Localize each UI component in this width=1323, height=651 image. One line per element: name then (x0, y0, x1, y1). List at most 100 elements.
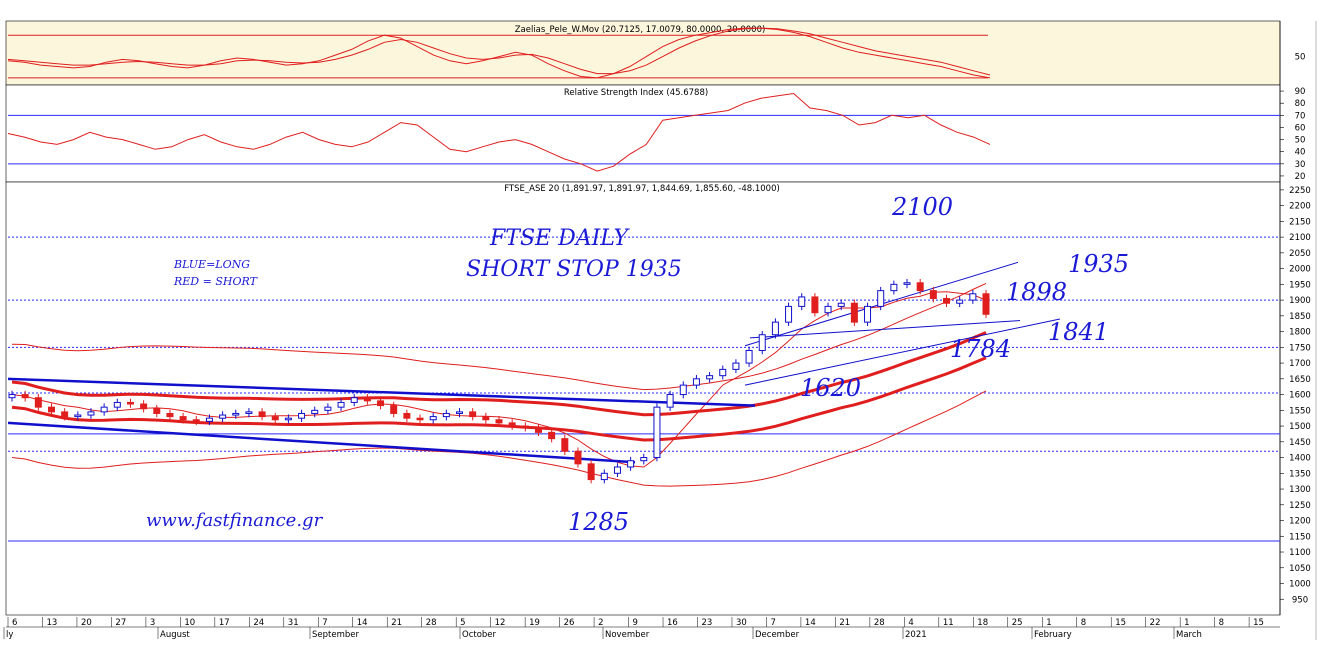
candle-body (245, 411, 253, 414)
osc-series-0 (7, 27, 991, 79)
x-day-label: 31 (288, 618, 299, 628)
price-tick-1850: 1850 (1289, 312, 1311, 322)
candle-body (456, 411, 464, 414)
candle-body (311, 409, 319, 414)
price-tick-2100: 2100 (1289, 233, 1311, 243)
x-day-label: 8 (1081, 618, 1086, 628)
price-tick-1200: 1200 (1289, 517, 1311, 527)
x-day-label: 3 (150, 618, 155, 628)
price-tick-2150: 2150 (1289, 217, 1311, 227)
price-tick-2250: 2250 (1289, 186, 1311, 196)
candle-body (758, 334, 766, 351)
candle-body (47, 406, 55, 413)
x-day-label: 10 (184, 618, 195, 628)
candle-body (153, 408, 161, 414)
osc-series-1 (7, 27, 991, 76)
x-month-label: October (462, 630, 497, 640)
annot-heading-1: FTSE DAILY (489, 226, 630, 251)
x-day-label: 6 (12, 618, 17, 628)
x-day-label: 24 (253, 618, 264, 628)
candle-body (271, 416, 279, 421)
osc-layer: 50 (7, 27, 1305, 79)
candle-body (100, 406, 108, 413)
rsi-tick-60: 60 (1295, 123, 1306, 133)
price-tick-1150: 1150 (1289, 532, 1311, 542)
candle-body (982, 293, 990, 315)
rsi-series-0 (7, 92, 991, 172)
x-day-label: 21 (839, 618, 850, 628)
x-day-label: 19 (529, 618, 540, 628)
x-day-label: 15 (1253, 618, 1264, 628)
rsi-panel (5, 84, 1281, 183)
candle-body (956, 299, 964, 304)
x-month-label: December (755, 630, 800, 640)
candle-body (232, 412, 240, 416)
candle-body (34, 397, 42, 408)
annot-1935: 1935 (1068, 250, 1129, 278)
x-month-label: August (160, 630, 190, 640)
candle-body (61, 411, 69, 418)
candle-body (205, 417, 213, 422)
price-tick-1600: 1600 (1289, 391, 1311, 401)
x-day-label: 1 (1046, 618, 1051, 628)
candle-body (350, 397, 358, 403)
annot-heading-2: SHORT STOP 1935 (466, 257, 682, 282)
rsi-tick-90: 90 (1295, 87, 1306, 97)
x-day-label: 11 (943, 618, 954, 628)
candle-body (692, 378, 700, 386)
price-title: FTSE_ASE 20 (1,891.97, 1,891.97, 1,844.6… (504, 184, 780, 194)
candle-body (508, 422, 516, 427)
osc-panel (5, 20, 1281, 86)
candle-body (824, 305, 832, 314)
price-tick-1550: 1550 (1289, 406, 1311, 416)
x-day-label: 17 (219, 618, 230, 628)
candle-body (719, 368, 727, 377)
x-day-label: 14 (805, 618, 816, 628)
candle-body (377, 400, 385, 407)
x-month-label: ly (6, 630, 13, 640)
candle-body (613, 466, 621, 474)
candle-body (429, 416, 437, 421)
price-tick-2000: 2000 (1289, 265, 1311, 275)
rsi-tick-30: 30 (1295, 160, 1306, 170)
x-day-label: 28 (874, 618, 885, 628)
x-day-label: 27 (115, 618, 126, 628)
candle-body (745, 349, 753, 364)
x-month-label: November (605, 630, 650, 640)
annot-website: www.fastfinance.gr (146, 510, 324, 531)
candle-body (469, 411, 477, 418)
price-tick-2200: 2200 (1289, 202, 1311, 212)
candle-body (298, 412, 306, 419)
price-tick-2050: 2050 (1289, 249, 1311, 259)
candle-body (442, 412, 450, 418)
annot-legend-short: RED = SHORT (173, 275, 259, 288)
candle-body (771, 321, 779, 336)
candle-body (666, 394, 674, 408)
candle-body (548, 431, 556, 440)
rsi-title: Relative Strength Index (45.6788) (564, 88, 708, 98)
candle-body (890, 283, 898, 292)
candle-body (416, 417, 424, 421)
trend-long-upper (7, 377, 756, 407)
candle-body (679, 384, 687, 396)
x-day-label: 4 (908, 618, 913, 628)
rsi-tick-70: 70 (1295, 111, 1306, 121)
candle-body (192, 419, 200, 422)
candle-body (798, 296, 806, 307)
price-tick-1650: 1650 (1289, 375, 1311, 385)
x-day-label: 26 (564, 618, 575, 628)
price-tick-1350: 1350 (1289, 469, 1311, 479)
price-tick-1050: 1050 (1289, 564, 1311, 574)
candle-body (864, 305, 872, 323)
x-day-label: 21 (391, 618, 402, 628)
x-month-label: March (1176, 630, 1202, 640)
rsi-tick-20: 20 (1295, 172, 1306, 182)
x-day-label: 5 (460, 618, 465, 628)
candle-body (126, 401, 134, 405)
axis-labels: 950 1000 1050 1100 1150 1200 1250 1300 1350 1400 1… (1280, 186, 1311, 605)
x-month-label: September (312, 630, 359, 640)
price-grid (8, 236, 1280, 542)
candle-body (943, 298, 951, 304)
candle-body (574, 450, 582, 465)
